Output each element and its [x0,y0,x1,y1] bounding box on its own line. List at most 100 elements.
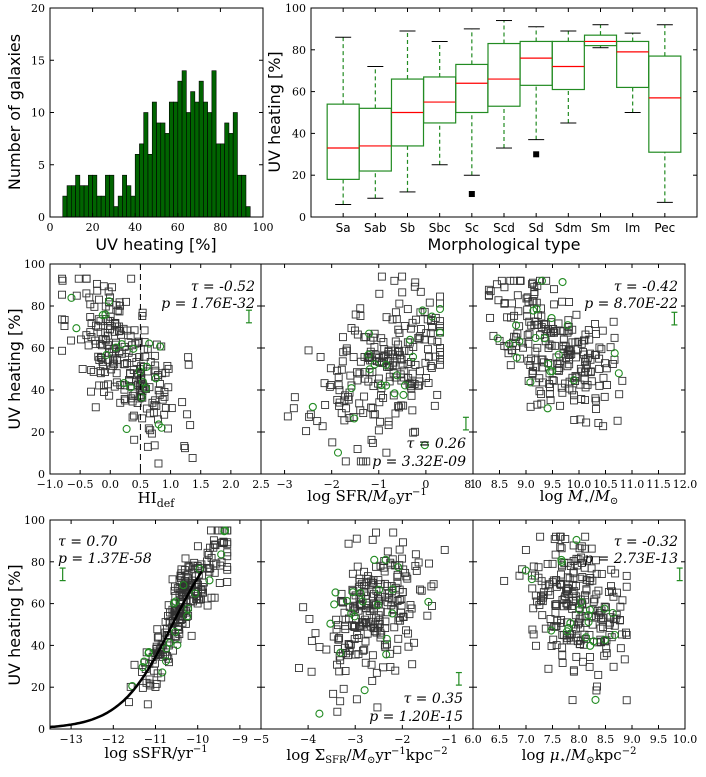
scatter-point-green [360,686,369,695]
scatter-point [602,364,611,373]
scatter-point [428,336,437,345]
scatter-point [99,362,108,371]
scatter-point [536,532,545,541]
scatter-point [154,372,163,381]
scatter-point [570,587,579,596]
ticks-sfr: −3 −2 −1 0 1 [261,263,477,491]
histogram-bar [220,143,225,218]
scatter-point [138,308,147,317]
scatter-point [510,332,519,341]
scatter-point-green [191,589,200,598]
scatter-point [74,274,83,283]
scatter-point [393,572,402,581]
scatter-point [388,315,397,324]
scatter-point [209,536,218,545]
scatter-point [215,579,224,587]
scatter-point [386,663,395,671]
scatter-point [140,326,149,335]
scatter-point [379,353,388,362]
boxplot-box [519,40,553,86]
scatter-point-green [584,618,593,627]
scatter-point [551,550,560,559]
scatter-point [178,398,187,407]
histogram-bar [105,174,110,218]
scatter-point [126,682,135,691]
scatter-point [283,412,292,421]
boxplot-boxes [326,20,682,205]
histogram-bar [83,185,89,218]
histogram-bar [113,206,119,218]
scatter-point [551,327,560,335]
scatter-point [124,698,133,707]
scatter-point-green [171,597,180,606]
scatter-point [167,404,176,413]
scatter-point-green [183,604,193,613]
xtick-label: −3 [347,733,363,746]
pval-mustar: p = 2.73E-13 [584,551,678,567]
scatter-panel-sigmasfr: −5 −4 −3 −2 −1 τ = 0.35 p = 1.20E-15 log ΣSF… [253,519,474,766]
boxplot-category-label: Sbc [429,221,451,235]
scatter-points-hidef [58,274,197,468]
scatter-point [373,703,382,712]
scatter-point [537,390,546,398]
scatter-point [151,683,160,691]
scatter-point [568,696,577,705]
scatter-point [565,298,574,306]
scatter-point [223,578,232,586]
scatter-point-green [399,390,408,399]
scatter-point [175,589,184,598]
scatter-point-green [600,635,610,644]
scatter-point [565,360,574,369]
scatter-point-green [373,600,382,609]
scatter-point [161,618,170,627]
scatter-point [406,324,415,333]
scatter-point [568,580,577,589]
scatter-point [399,401,408,410]
scatter-point [424,353,433,362]
scatter-point [531,317,540,326]
scatter-point [563,362,572,371]
scatter-point [565,351,574,360]
scatter-point [94,295,103,304]
scatter-point-green [157,423,166,432]
scatter-point [175,630,184,639]
ticks-mustar: 6.0 6.5 7.0 7.5 8.0 8.5 9.0 9.5 10.0 [464,519,697,746]
boxplot-category-label: Sdm [555,221,582,235]
scatter-point [381,643,390,652]
boxplot-ytick-label: 20 [292,169,306,182]
scatter-point [316,353,325,361]
scatter-point-green [129,344,138,353]
scatter-point [391,337,400,346]
scatter-point [109,344,118,353]
scatter-point-green [356,588,365,597]
scatter-point-green [140,657,149,666]
scatter-point [571,372,580,380]
boxplot-box [551,40,585,91]
scatter-point [422,374,430,382]
pval-sigmasfr: p = 1.20E-15 [369,709,463,725]
scatter-point-green [547,626,556,635]
xtick-label: −2 [324,478,340,491]
scatter-point [370,605,378,614]
scatter-point [357,579,366,588]
xlabel-mustar: log μ⋆/M⊙kpc−2 [522,746,637,766]
scatter-point [126,369,135,378]
scatter-point [311,629,320,638]
scatter-point [150,441,159,450]
histogram-bar [62,195,68,218]
scatter-point [592,590,601,599]
scatter-point [576,623,585,632]
scatter-point-green [126,383,135,392]
scatter-point [433,337,442,346]
scatter-point [414,558,423,567]
scatter-point [58,274,67,283]
scatter-point [117,330,125,339]
scatter-point [333,395,342,404]
xtick-label: 6.0 [464,733,482,746]
scatter-point [591,394,600,403]
boxplot-category-label: Sb [400,221,415,235]
scatter-point [67,336,76,345]
scatter-point [127,274,136,283]
scatter-panel-ssfr: −13 −12 −11 −10 −9 0 20 40 60 80 100 τ = 0.70 p = … [5,514,262,762]
scatter-point [153,625,162,634]
